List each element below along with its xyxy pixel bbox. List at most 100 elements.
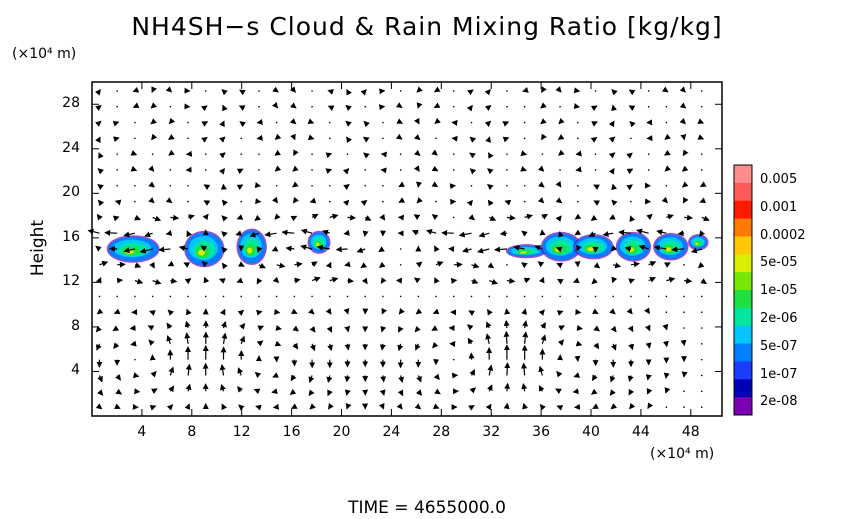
wind-vector	[523, 184, 526, 187]
wind-vector	[602, 231, 614, 237]
cloud-cell	[307, 230, 331, 254]
wind-vector	[382, 121, 384, 124]
wind-vector	[665, 311, 668, 314]
wind-vector	[236, 184, 244, 191]
wind-vector	[325, 168, 333, 174]
wind-vector	[132, 372, 140, 379]
wind-vector	[664, 262, 671, 268]
wind-vector	[469, 387, 477, 394]
cloud-cell	[236, 228, 267, 265]
wind-vector	[274, 213, 281, 220]
x-tick-label: 40	[582, 424, 600, 440]
wind-vector	[556, 310, 564, 316]
wind-vector	[522, 331, 529, 344]
wind-vector	[661, 196, 668, 204]
wind-vector	[618, 229, 631, 236]
wind-vector	[610, 325, 617, 333]
wind-vector	[425, 229, 437, 235]
wind-vector	[416, 86, 423, 93]
wind-vector	[255, 309, 263, 316]
wind-vector	[413, 277, 421, 284]
wind-vector	[292, 342, 299, 350]
wind-vector	[325, 261, 332, 269]
wind-vector	[202, 213, 209, 221]
colorbar-label: 2e-08	[760, 394, 798, 410]
wind-vector	[328, 200, 331, 203]
colorbar-swatch	[734, 182, 752, 202]
x-tick-label: 4	[137, 424, 147, 440]
wind-vector	[344, 261, 351, 268]
wind-vector	[272, 86, 279, 93]
wind-vector	[311, 90, 313, 92]
wind-vector	[590, 137, 598, 143]
wind-vector	[116, 295, 118, 298]
wind-vector	[382, 184, 384, 187]
wind-vector	[630, 295, 632, 298]
wind-vector	[363, 120, 370, 128]
wind-vector	[413, 117, 420, 125]
wind-vector	[432, 341, 439, 349]
wind-vector	[184, 403, 191, 410]
wind-vector	[699, 230, 706, 237]
wind-vector	[683, 264, 685, 266]
wind-vector	[328, 137, 331, 140]
wind-vector	[116, 105, 118, 108]
wind-vector	[414, 343, 421, 351]
wind-vector	[700, 295, 703, 298]
wind-vector	[289, 86, 296, 93]
x-tick-label: 36	[532, 424, 550, 440]
x-tick-label: 28	[432, 424, 451, 440]
wind-vector	[541, 153, 544, 155]
y-tick-label: 20	[62, 184, 80, 201]
wind-vector	[221, 403, 228, 411]
wind-vector	[609, 308, 616, 315]
x-tick-label: 44	[631, 424, 650, 440]
wind-vector	[329, 276, 339, 283]
wind-vector	[300, 244, 313, 251]
wind-vector	[452, 153, 455, 155]
wind-vector	[541, 133, 547, 141]
wind-vector	[506, 264, 508, 266]
wind-vector	[364, 105, 367, 108]
y-tick-label: 12	[62, 273, 80, 290]
wind-vector	[343, 183, 350, 191]
y-tick-label: 28	[62, 95, 80, 112]
wind-vector	[558, 117, 565, 125]
wind-vector	[433, 373, 440, 381]
wind-vector	[97, 375, 103, 383]
wind-vector	[123, 247, 136, 254]
wind-vector	[116, 153, 118, 155]
wind-vector	[683, 390, 685, 393]
wind-vector	[452, 295, 455, 298]
wind-vector	[152, 215, 162, 222]
wind-vector	[309, 403, 316, 410]
wind-vector	[506, 214, 516, 221]
wind-vector	[431, 214, 439, 221]
wind-vector	[647, 90, 650, 92]
wind-vector	[362, 230, 369, 237]
wind-vector	[645, 374, 652, 381]
wind-vector	[629, 402, 636, 410]
wind-vector	[236, 168, 244, 175]
wind-vector	[285, 245, 295, 252]
wind-vector	[256, 340, 264, 347]
wind-vector	[611, 199, 618, 207]
wind-vector	[469, 152, 476, 159]
wind-vector	[311, 276, 321, 283]
wind-vector	[467, 337, 474, 345]
wind-vector	[345, 104, 352, 112]
colorbar-label: 5e-07	[760, 338, 798, 354]
wind-vector	[683, 295, 685, 298]
wind-vector	[506, 277, 516, 284]
y-axis-unit: (×10⁴ m)	[12, 46, 77, 62]
wind-vector	[289, 118, 297, 125]
wind-vector	[311, 153, 313, 155]
wind-vector	[236, 214, 244, 220]
wind-vector	[556, 405, 564, 411]
wind-vector	[629, 120, 636, 128]
wind-vector	[116, 169, 118, 171]
wind-vector	[513, 245, 525, 251]
wind-vector	[186, 308, 192, 316]
wind-vector	[572, 277, 580, 284]
time-footer: TIME = 4655000.0	[348, 498, 506, 518]
